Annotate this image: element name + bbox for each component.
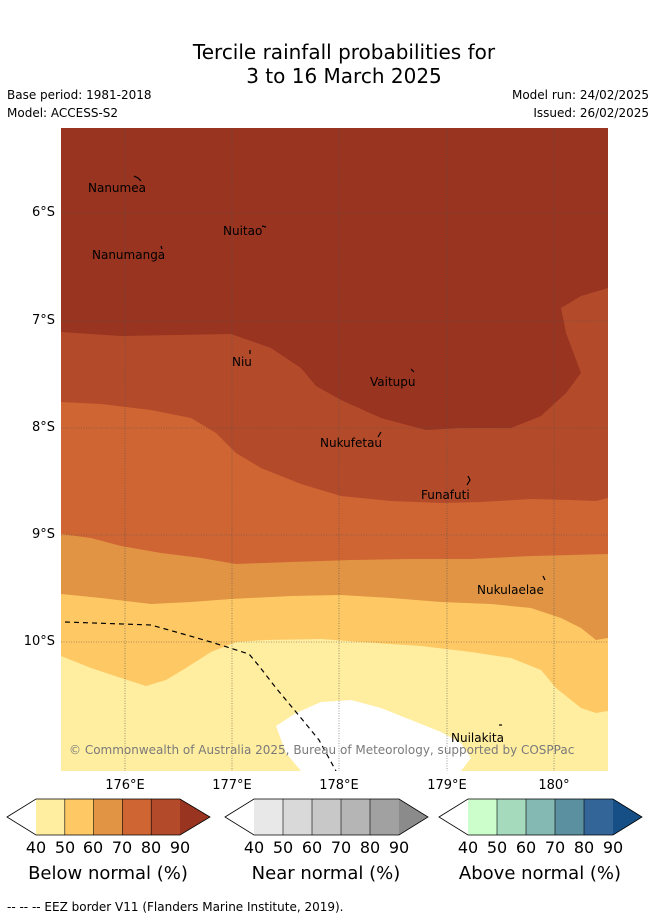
place-label-niu: Niu [232, 355, 252, 369]
colorbar-title-below-normal: Below normal (%) [28, 863, 188, 884]
colorbar-near-normal-segment [312, 799, 341, 835]
lon-label-177e: 177°E [212, 778, 252, 793]
colorbar-near-normal-segment [283, 799, 312, 835]
colorbar-above-tick: 50 [486, 838, 508, 857]
colorbar-title-near-normal: Near normal (%) [251, 863, 401, 884]
colorbar-above-normal-segment [584, 799, 613, 835]
colorbar-strip [6, 798, 643, 836]
colorbar-below-tick: 70 [111, 838, 133, 857]
map-title: Tercile rainfall probabilities for 3 to … [0, 40, 655, 88]
lat-label-10s: 10°S [23, 634, 55, 649]
colorbar-below-normal-segment [64, 799, 94, 835]
colorbar-near-normal-lower-arrow [225, 799, 254, 835]
rainfall-probability-map [61, 128, 608, 771]
colorbar-below-normal-lower-arrow [7, 799, 36, 835]
lat-label-9s: 9°S [31, 527, 55, 542]
colorbar-above-tick: 40 [457, 838, 479, 857]
colorbar-near-normal-segment [254, 799, 283, 835]
colorbar-near-tick: 50 [272, 838, 294, 857]
colorbar-below-tick: 60 [82, 838, 104, 857]
colorbar-above-tick: 60 [515, 838, 537, 857]
colorbar-title-above-normal: Above normal (%) [458, 863, 622, 884]
colorbar-below-normal-segment [151, 799, 180, 835]
eez-border-line [64, 621, 337, 771]
place-label-vaitupu: Vaitupu [370, 375, 416, 389]
eez-border-footnote: -- -- -- EEZ border V11 (Flanders Marine… [7, 900, 344, 914]
colorbar-below-normal-segment [36, 799, 65, 835]
island-marks [133, 175, 546, 726]
colorbar-below-normal-segment [93, 799, 123, 835]
colorbar-above-normal-segment [497, 799, 526, 835]
place-label-nukulaelae: Nukulaelae [477, 583, 544, 597]
lon-label-176e: 176°E [105, 778, 145, 793]
colorbar-below-tick: 50 [54, 838, 76, 857]
colorbar-above-tick: 80 [573, 838, 595, 857]
colorbar-near-normal-segment [341, 799, 370, 835]
colorbar-above-tick: 90 [602, 838, 624, 857]
lon-label-180: 180° [538, 778, 570, 793]
colorbar-below-normal-upper-arrow [180, 799, 210, 835]
colorbar-below-normal [6, 798, 211, 836]
colorbar-near-normal-upper-arrow [399, 799, 428, 835]
issued-date: Issued: 26/02/2025 [533, 106, 649, 120]
place-label-nuitao: Nuitao [223, 224, 263, 238]
title-line-1: Tercile rainfall probabilities for [192, 40, 496, 64]
place-label-nuilakita: Nuilakita [451, 731, 504, 745]
colorbar-near-tick: 80 [359, 838, 381, 857]
place-label-nanumanga: Nanumanga [92, 248, 166, 262]
colorbar-above-normal [438, 798, 643, 836]
colorbar-near-tick: 40 [243, 838, 265, 857]
colorbar-above-tick: 70 [544, 838, 566, 857]
colorbar-above-normal-segment [526, 799, 555, 835]
colorbar-near-normal-outline [224, 798, 429, 836]
colorbar-near-tick: 60 [301, 838, 323, 857]
colorbar-below-tick: 80 [140, 838, 162, 857]
model-name: Model: ACCESS-S2 [7, 106, 119, 120]
no-dominant-region [276, 700, 471, 771]
lon-label-178e: 178°E [319, 778, 359, 793]
copyright-notice: © Commonwealth of Australia 2025, Bureau… [69, 743, 575, 757]
colorbar-above-normal-lower-arrow [439, 799, 468, 835]
place-label-nukufetau: Nukufetau [320, 436, 383, 450]
colorbar-above-normal-segment [555, 799, 584, 835]
colorbar-above-normal-segment [468, 799, 497, 835]
lat-label-6s: 6°S [31, 205, 55, 220]
lat-label-7s: 7°S [31, 313, 55, 328]
colorbar-below-normal-segment [122, 799, 152, 835]
colorbar-near-tick: 70 [330, 838, 352, 857]
base-period: Base period: 1981-2018 [7, 88, 152, 102]
place-label-funafuti: Funafuti [421, 488, 470, 502]
model-run: Model run: 24/02/2025 [511, 88, 649, 102]
colorbar-below-tick: 40 [25, 838, 47, 857]
colorbar-near-tick: 90 [388, 838, 410, 857]
colorbar-above-normal-outline [438, 798, 643, 836]
title-line-2: 3 to 16 March 2025 [246, 64, 442, 88]
colorbar-near-normal [224, 798, 429, 836]
graticule [61, 128, 608, 771]
place-label-nanumea: Nanumea [88, 181, 146, 195]
lat-label-8s: 8°S [31, 420, 55, 435]
colorbar-below-tick: 90 [169, 838, 191, 857]
lon-label-179e: 179°E [427, 778, 467, 793]
colorbar-below-normal-outline [6, 798, 211, 836]
colorbar-near-normal-segment [370, 799, 399, 835]
colorbar-above-normal-upper-arrow [613, 799, 642, 835]
